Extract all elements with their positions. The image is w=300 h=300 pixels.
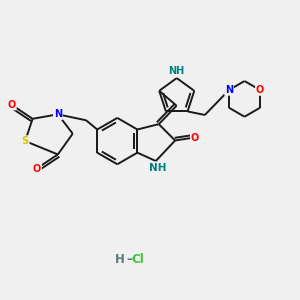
Text: O: O [256,85,264,95]
Text: –: – [126,254,132,266]
Text: NH: NH [149,163,166,172]
Text: O: O [191,133,199,143]
Text: Cl: Cl [132,254,145,266]
Text: N: N [54,109,62,119]
Text: NH: NH [169,66,185,76]
Text: S: S [22,136,29,146]
Text: O: O [8,100,16,110]
Text: O: O [33,164,41,174]
Text: N: N [225,85,233,95]
Text: H: H [115,254,125,266]
